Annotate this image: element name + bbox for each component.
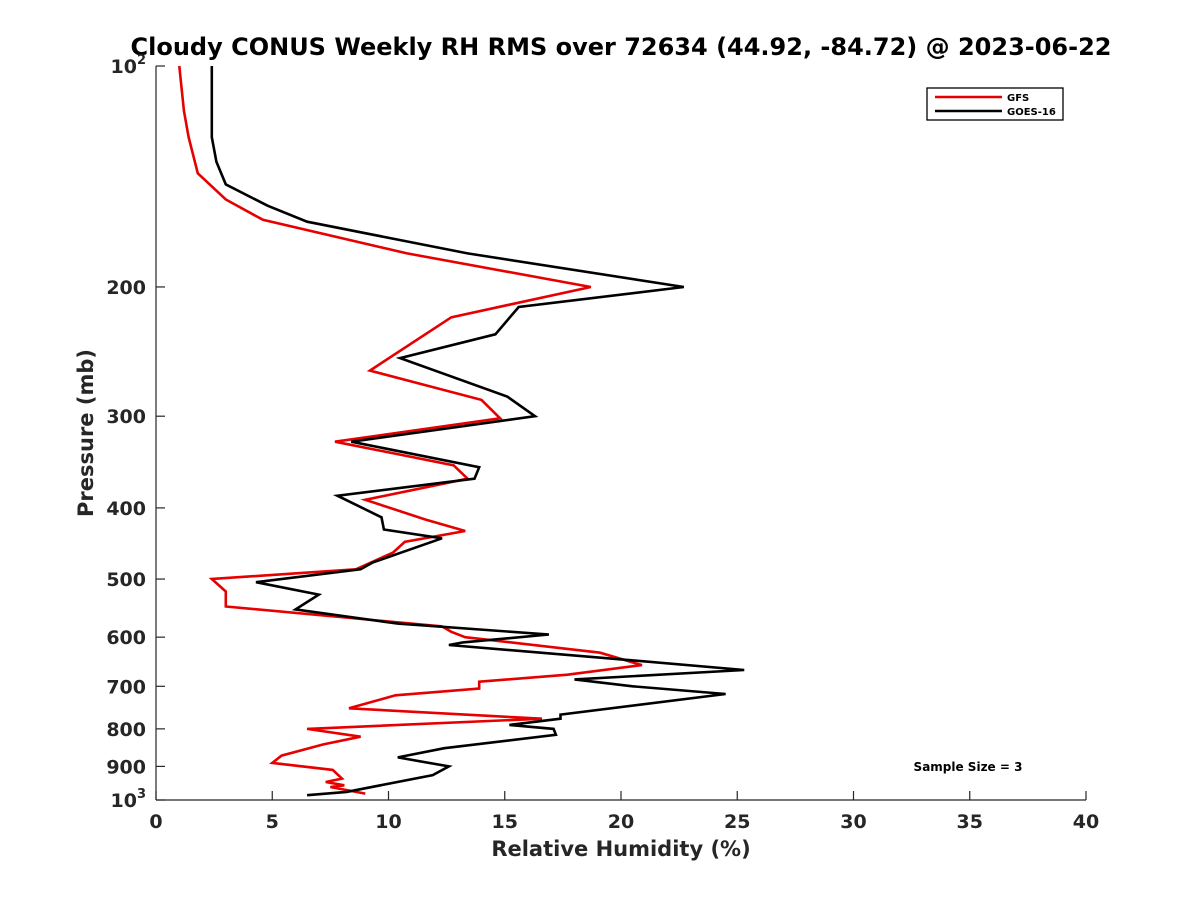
legend-label: GOES-16 [1007, 107, 1056, 118]
y-tick-label: 600 [106, 627, 146, 649]
sample-size-annotation: Sample Size = 3 [914, 760, 1023, 774]
y-tick-label: 500 [106, 569, 146, 591]
y-tick-label: 103 [111, 787, 147, 812]
x-tick-label: 30 [840, 811, 866, 833]
y-axis-label: Pressure (mb) [74, 349, 98, 517]
x-tick-label: 15 [492, 811, 518, 833]
y-tick-label: 700 [106, 676, 146, 698]
y-tick-label: 300 [106, 406, 146, 428]
series-line-goes-16 [210, 66, 745, 797]
series-line-gfs [178, 65, 643, 795]
x-tick-label: 20 [608, 811, 634, 833]
y-tick-label: 102 [111, 53, 147, 78]
y-tick-label: 800 [106, 719, 146, 741]
legend-label: GFS [1007, 93, 1029, 104]
y-tick-label: 900 [106, 756, 146, 778]
legend: GFS GOES-16 [926, 87, 1064, 121]
x-tick-label: 35 [957, 811, 983, 833]
x-tick-label: 5 [266, 811, 279, 833]
x-tick-label: 0 [149, 811, 162, 833]
chart-title: Cloudy CONUS Weekly RH RMS over 72634 (4… [131, 33, 1112, 61]
legend-box [926, 87, 1064, 121]
x-tick-label: 25 [724, 811, 750, 833]
x-tick-label: 10 [375, 811, 401, 833]
series-lines [178, 65, 745, 797]
x-tick-label: 40 [1073, 811, 1099, 833]
y-tick-label: 200 [106, 277, 146, 299]
y-tick-label: 400 [106, 498, 146, 520]
x-axis-label: Relative Humidity (%) [491, 837, 750, 861]
axes: 0 5 10 15 20 25 30 35 40 102 200 300 400 500 600 700 800… [106, 53, 1099, 833]
